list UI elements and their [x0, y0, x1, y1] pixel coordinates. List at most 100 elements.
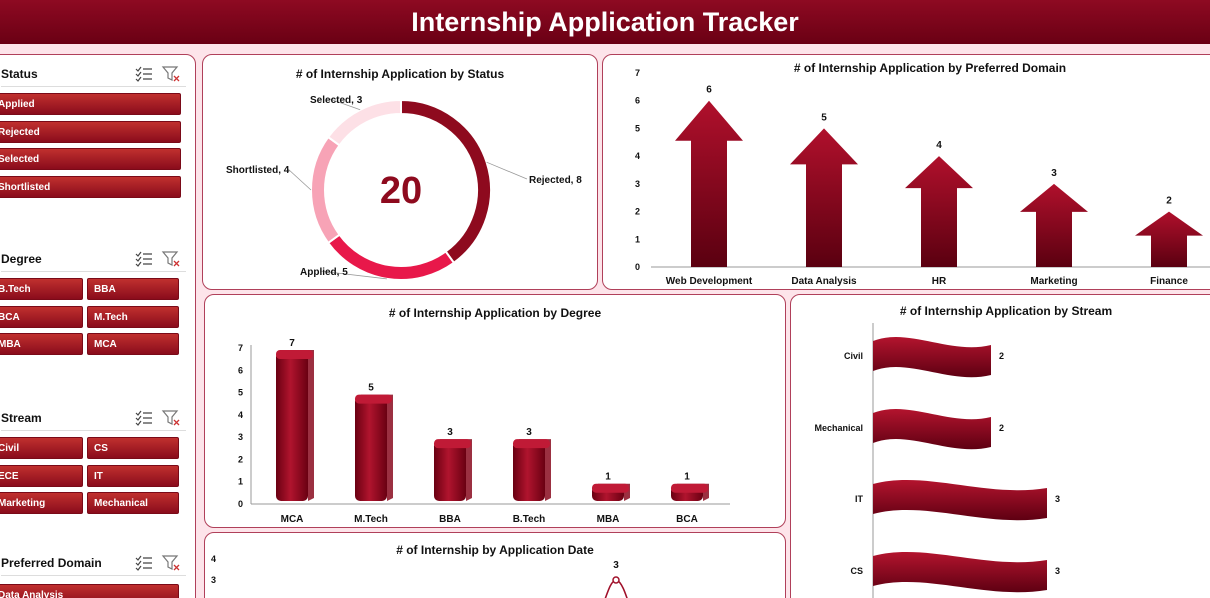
- stream-chart-panel: # of Internship Application by Stream Ci…: [790, 294, 1210, 598]
- y-tick-label: 6: [635, 96, 640, 106]
- data-label: 5: [821, 112, 827, 123]
- y-tick-label: 2: [238, 454, 243, 464]
- y-tick-label: 4: [211, 554, 216, 564]
- slicer-item-bca[interactable]: BCA: [0, 305, 83, 328]
- data-label: 6: [706, 85, 712, 96]
- data-label: 3: [1051, 168, 1057, 179]
- bar-top: [671, 483, 708, 493]
- slicer-item-applied[interactable]: Applied: [0, 93, 181, 115]
- slicer-item-shortlisted[interactable]: Shortlisted: [0, 175, 181, 198]
- y-tick-label: 0: [635, 262, 640, 272]
- x-tick-label-data-analysis: Data Analysis: [791, 276, 857, 287]
- data-label: 3: [1055, 566, 1060, 576]
- domain-chart-panel: # of Internship Application by Preferred…: [602, 54, 1210, 290]
- bar-3d-face: [355, 394, 393, 501]
- bar-top: [434, 439, 471, 449]
- y-tick-label: 3: [211, 575, 216, 585]
- stream-chart-title: # of Internship Application by Stream: [899, 304, 1113, 318]
- slicer-title: Preferred Domain: [1, 556, 102, 570]
- slicer-item-rejected[interactable]: Rejected: [0, 120, 181, 143]
- y-tick-label: 3: [238, 432, 243, 442]
- domain-arrow-marketing: [1020, 183, 1088, 267]
- data-label: 3: [526, 427, 532, 438]
- donut-label-rejected: Rejected, 8: [529, 175, 582, 186]
- stream-bar-cs: [873, 551, 1047, 593]
- date-chart-title: # of Internship by Application Date: [396, 543, 594, 557]
- slicer-title: Degree: [1, 252, 42, 266]
- domain-arrow-data-analysis: [790, 128, 858, 267]
- x-tick-label-marketing: Marketing: [1030, 276, 1077, 287]
- slicer-header-preferred-domain: Preferred Domain: [1, 552, 186, 576]
- slicer-header-degree: Degree: [1, 248, 186, 272]
- degree-bar-m-tech: [355, 396, 387, 501]
- data-label: 1: [684, 472, 690, 483]
- domain-chart-title: # of Internship Application by Preferred…: [793, 61, 1067, 75]
- y-tick-label: 5: [238, 388, 243, 398]
- clear-filter-icon[interactable]: [161, 64, 181, 84]
- donut-slice-selected: [326, 98, 402, 147]
- leader-line: [486, 161, 528, 180]
- bar-top: [513, 439, 550, 449]
- multi-select-icon[interactable]: [134, 408, 154, 428]
- multi-select-icon[interactable]: [134, 249, 154, 269]
- degree-bar-b-tech: [513, 441, 545, 501]
- data-label: 3: [1055, 494, 1060, 504]
- slicer-item-b-tech[interactable]: B.Tech: [0, 278, 83, 300]
- data-label: 5: [368, 383, 374, 394]
- clear-filter-icon[interactable]: [161, 249, 181, 269]
- slicer-item-data-analysis[interactable]: Data Analysis: [0, 584, 179, 598]
- leader-line: [287, 168, 312, 191]
- slicer-item-marketing[interactable]: Marketing: [0, 492, 83, 514]
- donut-label-applied: Applied, 5: [300, 267, 348, 278]
- multi-select-icon[interactable]: [134, 64, 154, 84]
- total-count: 20: [380, 170, 422, 212]
- y-tick-label: 1: [635, 234, 640, 244]
- y-tick-label: 1: [238, 477, 243, 487]
- bar-top: [592, 483, 629, 493]
- data-label: 2: [999, 351, 1004, 361]
- slicer-item-bba[interactable]: BBA: [87, 278, 179, 300]
- x-tick-label-web-development: Web Development: [666, 276, 753, 287]
- data-label: 2: [1166, 196, 1172, 207]
- degree-bar-chart: 0 1 2 3 4 5 6 7 7 MCA 5 M.Tech 3 BBA 3 B.Tech 1 MBA 1 BCA: [238, 338, 730, 525]
- multi-select-icon[interactable]: [134, 553, 154, 573]
- slicer-item-mechanical[interactable]: Mechanical: [87, 492, 179, 514]
- x-tick-label-m-tech: M.Tech: [354, 514, 388, 525]
- slicer-item-ece[interactable]: ECE: [0, 464, 83, 487]
- slicer-item-civil[interactable]: Civil: [0, 437, 83, 459]
- degree-bar-mca: [276, 352, 308, 501]
- data-label: 3: [613, 560, 619, 571]
- slicer-item-mba[interactable]: MBA: [0, 333, 83, 355]
- x-tick-label-mca: MCA: [281, 514, 304, 525]
- slicer-header-stream: Stream: [1, 407, 186, 431]
- status-chart-title: # of Internship Application by Status: [295, 67, 505, 81]
- domain-arrow-web-development: [675, 100, 743, 267]
- x-tick-label-bca: BCA: [676, 514, 698, 525]
- data-label: 2: [999, 423, 1004, 433]
- slicer-panel: Status Applied Rejected Selected Shortlisted…: [0, 54, 196, 598]
- y-tick-label: 7: [635, 68, 640, 78]
- clear-filter-icon[interactable]: [161, 553, 181, 573]
- data-point: [612, 576, 620, 584]
- y-tick-label-civil: Civil: [844, 351, 863, 361]
- slicer-item-mca[interactable]: MCA: [87, 333, 179, 355]
- slicer-item-it[interactable]: IT: [87, 464, 179, 487]
- status-chart-panel: # of Internship Application by Status Re…: [202, 54, 598, 290]
- slicer-header-status: Status: [1, 63, 186, 87]
- clear-filter-icon[interactable]: [161, 408, 181, 428]
- slicer-item-cs[interactable]: CS: [87, 437, 179, 459]
- slicer-title: Status: [1, 67, 38, 81]
- degree-bar-bba: [434, 441, 466, 501]
- y-tick-label: 7: [238, 343, 243, 353]
- date-line-chart: 4 3 3: [211, 554, 628, 598]
- bar-3d-face: [276, 350, 314, 501]
- slicer-item-m-tech[interactable]: M.Tech: [87, 305, 179, 328]
- x-tick-label-finance: Finance: [1150, 276, 1188, 287]
- donut-label-selected: Selected, 3: [310, 95, 363, 106]
- y-tick-label: 5: [635, 123, 640, 133]
- data-label: 7: [289, 338, 295, 349]
- y-tick-label-cs: CS: [850, 566, 863, 576]
- bar-top: [355, 394, 392, 404]
- y-tick-label: 4: [635, 151, 640, 161]
- slicer-item-selected[interactable]: Selected: [0, 148, 181, 170]
